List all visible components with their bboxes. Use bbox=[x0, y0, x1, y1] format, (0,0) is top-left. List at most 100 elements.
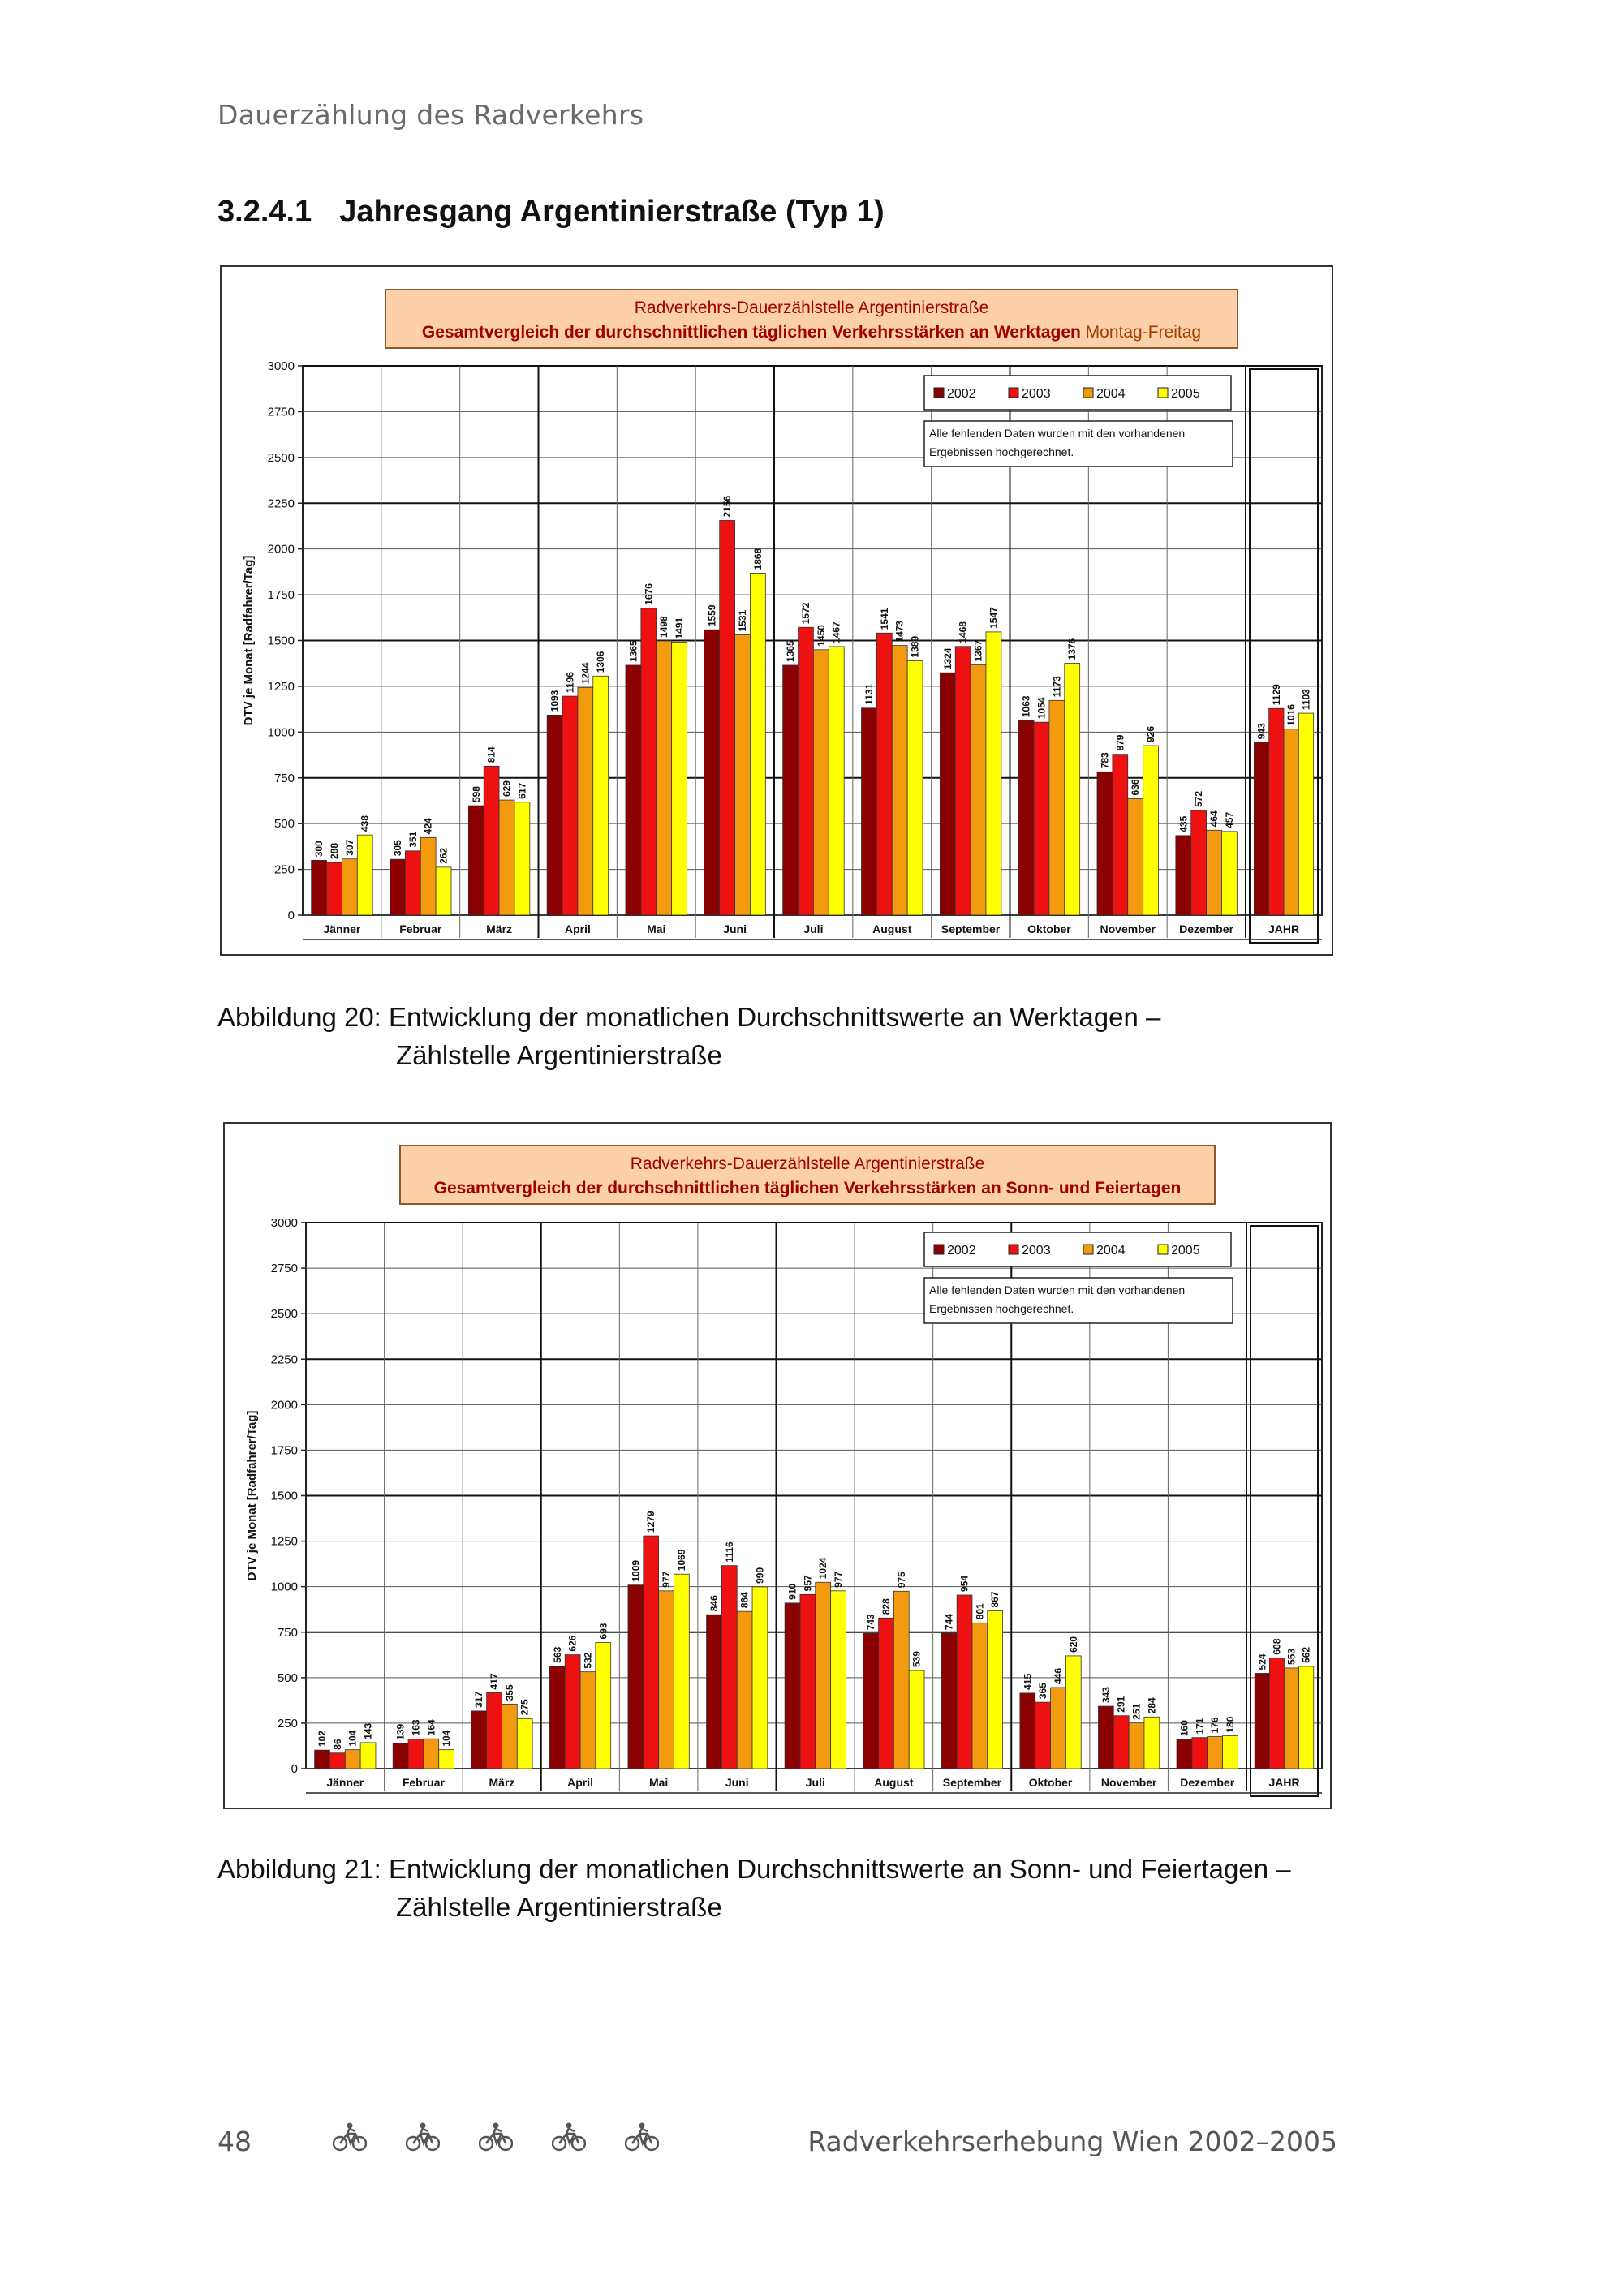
x-tick-label: Dezember bbox=[1180, 1776, 1234, 1789]
x-tick-label: Februar bbox=[403, 1776, 446, 1789]
y-tick-label: 500 bbox=[278, 1671, 298, 1685]
bar-2004 bbox=[502, 1703, 518, 1769]
bar-data-label: 1450 bbox=[816, 625, 827, 647]
bar-data-label: 1009 bbox=[630, 1560, 641, 1582]
bar-data-label: 626 bbox=[567, 1635, 579, 1651]
bar-data-label: 1244 bbox=[579, 662, 591, 684]
bar-2002 bbox=[390, 858, 406, 916]
note-box bbox=[923, 420, 1233, 467]
chart-sonn-feiertage-svg: Radverkehrs-Dauerzählstelle Argentiniers… bbox=[245, 1145, 1323, 1797]
x-tick-label: September bbox=[943, 1776, 1002, 1789]
bar-2002 bbox=[1176, 1739, 1193, 1769]
bar-data-label: 1572 bbox=[800, 602, 812, 624]
y-tick-label: 750 bbox=[274, 772, 295, 785]
legend-label-2002: 2002 bbox=[947, 387, 976, 401]
bar-data-label: 1054 bbox=[1035, 697, 1047, 719]
bar-2003 bbox=[486, 1692, 502, 1769]
bar-data-label: 305 bbox=[392, 840, 403, 856]
x-tick-label: Mai bbox=[649, 1776, 668, 1789]
bar-data-label: 343 bbox=[1100, 1687, 1112, 1703]
bar-data-label: 1376 bbox=[1066, 638, 1078, 660]
x-tick-label: JAHR bbox=[1268, 922, 1299, 935]
jahr-frame bbox=[1249, 368, 1319, 944]
bar-2005 bbox=[356, 834, 373, 916]
bar-2003 bbox=[640, 608, 657, 916]
legend-swatch-2003 bbox=[1008, 387, 1019, 398]
bar-2002 bbox=[939, 672, 956, 916]
bar-data-label: 867 bbox=[989, 1591, 1001, 1607]
bar-2004 bbox=[1206, 829, 1222, 916]
bar-2003 bbox=[1033, 721, 1050, 916]
bar-2005 bbox=[828, 646, 845, 916]
bicycle-icon bbox=[552, 2122, 586, 2152]
bar-2002 bbox=[941, 1632, 958, 1769]
y-tick-label: 1500 bbox=[271, 1490, 298, 1503]
bar-data-label: 1547 bbox=[988, 607, 999, 629]
jahr-frame bbox=[1250, 1225, 1319, 1797]
x-tick-label: Oktober bbox=[1029, 1776, 1073, 1789]
bar-data-label: 977 bbox=[833, 1571, 844, 1587]
bar-2002 bbox=[471, 1710, 488, 1769]
bar-2002 bbox=[625, 664, 642, 916]
bar-data-label: 636 bbox=[1130, 779, 1141, 795]
legend-label-2002: 2002 bbox=[947, 1244, 976, 1258]
chart-subtitle: Gesamtvergleich der durchschnittlichen t… bbox=[434, 1179, 1182, 1197]
bar-2004 bbox=[891, 645, 908, 916]
bar-data-label: 572 bbox=[1193, 791, 1204, 807]
bar-data-label: 539 bbox=[911, 1651, 923, 1667]
x-tick-label: Jänner bbox=[326, 1776, 364, 1789]
bar-2002 bbox=[1254, 1673, 1270, 1769]
bar-data-label: 2156 bbox=[721, 495, 733, 517]
y-tick-label: 0 bbox=[288, 909, 295, 922]
bar-2003 bbox=[878, 1617, 894, 1769]
legend-box bbox=[923, 1232, 1232, 1267]
legend-label-2003: 2003 bbox=[1022, 1244, 1051, 1258]
chart-title: Radverkehrs-Dauerzählstelle Argentiniers… bbox=[635, 299, 989, 317]
bar-2004 bbox=[971, 1622, 988, 1769]
legend-swatch-2002 bbox=[933, 387, 945, 398]
bar-data-label: 1541 bbox=[879, 608, 890, 630]
bar-data-label: 417 bbox=[489, 1673, 500, 1689]
bar-data-label: 629 bbox=[502, 780, 513, 797]
bar-2002 bbox=[1098, 1705, 1114, 1769]
bar-data-label: 163 bbox=[410, 1719, 421, 1735]
x-tick-label: September bbox=[941, 922, 1001, 935]
y-tick-label: 2250 bbox=[271, 1352, 298, 1366]
bar-data-label: 457 bbox=[1224, 812, 1235, 828]
bar-2005 bbox=[1221, 831, 1238, 916]
bar-data-label: 1559 bbox=[706, 604, 717, 626]
bar-2003 bbox=[1268, 1658, 1285, 1769]
note-line: Alle fehlenden Daten wurden mit den vorh… bbox=[929, 427, 1185, 440]
legend-swatch-2005 bbox=[1157, 387, 1169, 398]
bar-2005 bbox=[908, 1670, 925, 1769]
x-tick-label: Juni bbox=[723, 922, 747, 935]
bar-data-label: 1024 bbox=[817, 1557, 829, 1579]
bar-2002 bbox=[784, 1602, 801, 1769]
bar-data-label: 317 bbox=[473, 1692, 484, 1708]
y-tick-label: 0 bbox=[291, 1762, 298, 1776]
bar-2004 bbox=[815, 1581, 832, 1769]
bar-2003 bbox=[876, 632, 893, 916]
y-tick-label: 1000 bbox=[271, 1580, 298, 1594]
y-tick-label: 1750 bbox=[271, 1443, 298, 1457]
bar-2004 bbox=[893, 1590, 910, 1769]
bar-2003 bbox=[562, 695, 579, 916]
bar-2002 bbox=[1018, 720, 1035, 916]
bar-data-label: 464 bbox=[1208, 810, 1220, 827]
bar-data-label: 1868 bbox=[752, 548, 764, 570]
legend-swatch-2005 bbox=[1157, 1244, 1169, 1255]
x-tick-label: Oktober bbox=[1027, 922, 1071, 935]
x-tick-label: April bbox=[565, 922, 591, 935]
bar-2002 bbox=[467, 805, 484, 916]
y-tick-label: 3000 bbox=[268, 359, 295, 373]
bar-2005 bbox=[1222, 1735, 1238, 1769]
bar-2004 bbox=[734, 634, 751, 916]
chart-werktage-svg: Radverkehrs-Dauerzählstelle Argentiniers… bbox=[242, 289, 1323, 944]
bar-data-label: 814 bbox=[486, 746, 497, 763]
bar-data-label: 553 bbox=[1286, 1649, 1298, 1665]
legend-label-2005: 2005 bbox=[1171, 387, 1200, 401]
bar-data-label: 1389 bbox=[910, 636, 921, 658]
note-line: Ergebnissen hochgerechnet. bbox=[929, 1302, 1074, 1315]
bar-data-label: 620 bbox=[1068, 1636, 1079, 1653]
bar-data-label: 828 bbox=[880, 1598, 892, 1615]
